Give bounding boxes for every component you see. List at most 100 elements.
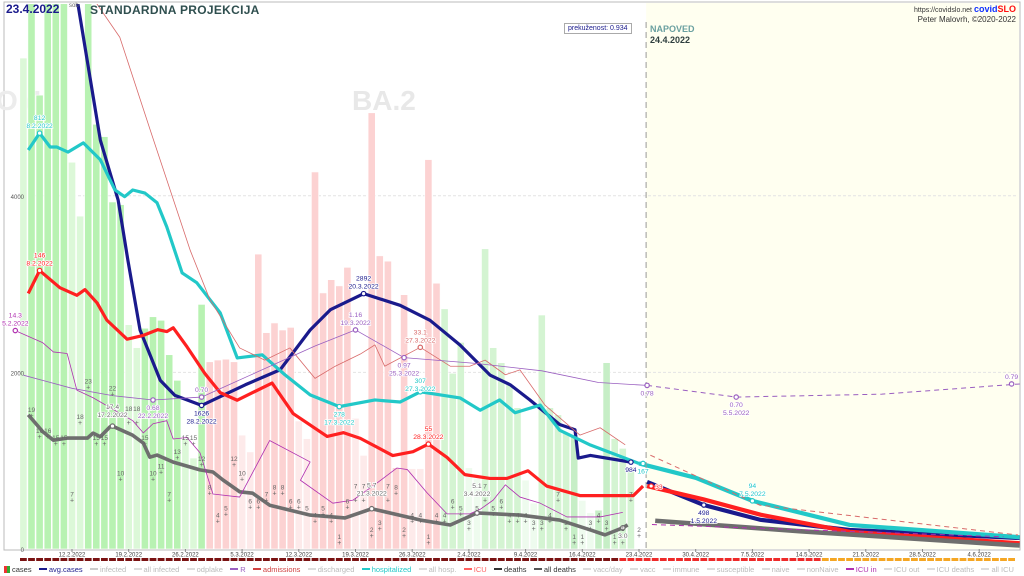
case-bar	[157, 320, 165, 549]
timeline-band-segment	[141, 558, 149, 561]
case-bar	[262, 332, 271, 549]
legend-item-discharged[interactable]: discharged	[307, 565, 354, 574]
legend-item-icu-in[interactable]: ICU in	[845, 565, 877, 574]
x-tick-label: 26.3.2022	[399, 553, 426, 559]
legend-item-vacc[interactable]: vacc	[630, 565, 656, 574]
annotation-point	[36, 130, 43, 136]
death-marker: +	[418, 519, 422, 526]
annotation-value: 14.3	[9, 313, 22, 320]
annotation-value: 1626	[194, 410, 209, 417]
annotation-value: 5.7	[367, 483, 377, 490]
case-bar	[286, 327, 295, 549]
legend-item-all-icu[interactable]: all ICU	[981, 565, 1014, 574]
legend-item-naive[interactable]: naive	[761, 565, 790, 574]
annotation-value: 5.1	[472, 483, 482, 490]
legend-item-vacc-day[interactable]: vacc/day	[583, 565, 623, 574]
legend-item-icu-deaths[interactable]: ICU deaths	[926, 565, 974, 574]
legend-item-deaths[interactable]: deaths	[494, 565, 527, 574]
forecast-line-avg	[646, 479, 1020, 541]
death-marker: +	[426, 540, 430, 547]
timeline-band-segment	[68, 558, 76, 561]
legend-item-all-hosp-[interactable]: all hosp.	[418, 565, 457, 574]
y-tick-label: 4000	[11, 195, 25, 201]
timeline-band-segment	[117, 558, 124, 561]
legend-swatch	[981, 568, 990, 570]
death-marker: +	[637, 533, 641, 540]
legend-item-cases[interactable]: cases	[4, 565, 32, 574]
case-bar	[59, 4, 68, 549]
legend-item-r[interactable]: R	[230, 565, 246, 574]
death-marker: +	[46, 434, 50, 441]
annotation-date: 27.3.2022	[405, 337, 435, 344]
annotation-value: 2892	[356, 276, 371, 283]
x-tick-label: 14.5.2022	[796, 553, 823, 559]
legend-item-immune[interactable]: immune	[662, 565, 699, 574]
annotation-date: 8.2.2022	[26, 261, 53, 268]
annotation-point	[417, 344, 424, 351]
timeline-band-segment	[870, 558, 878, 561]
timeline-band-segment	[246, 558, 254, 561]
legend-item-hospitalized[interactable]: hospitalized	[361, 565, 411, 574]
case-bar	[319, 292, 327, 549]
legend-item-icu-out[interactable]: ICU out	[883, 565, 919, 574]
x-tick-label: 5.3.2022	[230, 553, 254, 559]
timeline-band-segment	[700, 558, 708, 561]
legend-item-all-deaths[interactable]: all deaths	[533, 565, 576, 574]
death-marker: +	[443, 519, 447, 526]
timeline-band-segment	[522, 558, 529, 561]
timeline-band-segment	[222, 558, 230, 561]
timeline-band-segment	[749, 558, 756, 561]
death-marker: +	[321, 512, 325, 519]
death-count-label: 18	[125, 406, 133, 413]
legend-label: infected	[99, 564, 127, 574]
death-count-label: 5	[491, 506, 495, 513]
legend: cases avg.cases infected all infected odplak…	[4, 563, 1014, 575]
timeline-band-segment	[676, 558, 683, 561]
death-marker: +	[564, 526, 568, 533]
death-marker: +	[119, 476, 123, 483]
legend-item-nonnaive[interactable]: nonNaive	[796, 565, 839, 574]
x-tick-label: 9.4.2022	[514, 553, 538, 559]
case-bar	[626, 466, 635, 549]
death-count-label: 15	[190, 435, 198, 442]
death-marker: +	[353, 498, 357, 505]
death-count-label: 15	[101, 435, 109, 442]
legend-item-susceptible[interactable]: susceptible	[706, 565, 754, 574]
case-bar	[278, 329, 287, 549]
timeline-band-segment	[295, 558, 303, 561]
timeline-band-segment	[206, 558, 214, 561]
timeline-band-segment	[465, 558, 473, 561]
legend-item-infected[interactable]: infected	[89, 564, 127, 574]
legend-swatch	[583, 568, 592, 570]
legend-item-avg-cases[interactable]: avg.cases	[38, 565, 83, 574]
x-tick-label: 16.4.2022	[569, 553, 596, 559]
death-marker: +	[167, 498, 171, 505]
death-marker: +	[459, 512, 463, 519]
timeline-band-segment	[983, 558, 991, 561]
case-bar	[92, 123, 101, 549]
legend-item-icu[interactable]: ICU	[463, 565, 487, 574]
annotation-value: 278	[334, 412, 346, 419]
timeline-band-segment	[619, 558, 627, 561]
case-bar	[513, 407, 522, 549]
death-marker: +	[605, 526, 609, 533]
death-marker: +	[313, 519, 317, 526]
death-marker: +	[532, 526, 536, 533]
death-marker: +	[386, 498, 390, 505]
case-bar	[416, 468, 425, 549]
death-count-label: 5	[475, 506, 479, 513]
death-marker: +	[378, 526, 382, 533]
death-count-label: 2	[637, 527, 641, 534]
site-url[interactable]: https://covidslo.net	[914, 7, 973, 14]
case-bar	[440, 308, 449, 549]
death-count-label: 1	[337, 534, 341, 541]
legend-item-odplake[interactable]: odplake	[186, 565, 223, 574]
legend-item-all-infected[interactable]: all infected	[133, 565, 179, 574]
legend-label: deaths	[504, 564, 527, 574]
forecast-line-deaths	[655, 518, 1020, 548]
case-bar	[51, 4, 60, 549]
legend-item-admissions[interactable]: admissions	[252, 565, 300, 574]
prekuzenost-box: prekuženost: 0.934	[564, 23, 632, 34]
case-bar	[311, 171, 319, 549]
timeline-band-segment	[473, 558, 481, 561]
